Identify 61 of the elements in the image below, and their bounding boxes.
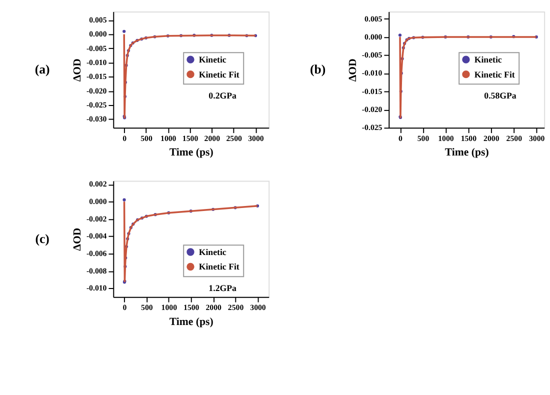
y-tick-label: -0.015 (362, 86, 382, 96)
y-tick-label: -0.002 (86, 214, 107, 224)
y-tick-label: -0.005 (362, 50, 382, 60)
y-tick-label: -0.030 (86, 114, 107, 124)
x-tick-label: 2000 (484, 134, 500, 143)
y-tick-label: -0.005 (86, 44, 107, 53)
text: (c) (35, 232, 50, 246)
y-tick-label: -0.020 (86, 86, 107, 96)
x-tick-label: 1000 (161, 303, 178, 312)
x-tick-label: 500 (140, 134, 152, 143)
x-tick-label: 1000 (160, 134, 176, 143)
annotation: 1.2GPa (208, 282, 238, 293)
x-tick-label: 2500 (226, 134, 242, 143)
annotation: 0.2GPa (208, 90, 238, 100)
y-tick-label: 0.005 (89, 16, 107, 25)
y-tick-label: 0.000 (364, 32, 382, 42)
x-tick-label: 0 (122, 134, 127, 143)
legend-label: Kinetic (198, 246, 226, 257)
y-tick-label: 0.000 (89, 30, 107, 39)
y-tick-label: -0.006 (86, 249, 107, 258)
y-tick-label: -0.025 (86, 100, 107, 110)
y-axis-title: ΔOD (72, 58, 84, 82)
y-tick-label: -0.008 (86, 266, 107, 276)
text: (b) (310, 62, 326, 77)
x-tick-label: 1500 (460, 134, 477, 143)
y-tick-label: 0.000 (89, 197, 107, 206)
x-tick-label: 500 (141, 303, 153, 312)
y-tick-label: -0.010 (362, 68, 382, 78)
x-tick-label: 3000 (248, 134, 264, 143)
annotation: 0.58GPa (484, 90, 517, 100)
y-tick-label: -0.025 (362, 123, 382, 132)
x-tick-label: 2500 (228, 303, 244, 312)
y-tick-label: -0.010 (86, 58, 107, 67)
x-tick-label: 1500 (184, 303, 200, 312)
legend-label: Kinetic (198, 54, 226, 65)
x-tick-label: 2500 (506, 134, 522, 143)
y-tick-label: -0.015 (86, 72, 107, 82)
legend-label: Kinetic Fit (198, 69, 240, 80)
x-tick-label: 0 (122, 303, 127, 312)
x-tick-label: 2000 (206, 303, 222, 312)
x-tick-label: 3000 (529, 134, 545, 143)
x-tick-label: 1500 (182, 134, 198, 143)
text: (a) (34, 62, 50, 77)
x-axis-title: Time (ps) (169, 316, 214, 328)
x-axis-title: Time (ps) (169, 146, 214, 159)
x-tick-label: 1000 (438, 134, 454, 143)
x-tick-label: 500 (417, 134, 430, 143)
legend-label: Kinetic (474, 54, 502, 65)
x-tick-label: 3000 (250, 303, 266, 312)
legend-label: Kinetic Fit (198, 262, 240, 272)
x-tick-label: 0 (398, 134, 403, 143)
y-axis-title: ΔOD (347, 58, 360, 82)
x-axis-title: Time (ps) (444, 146, 490, 159)
y-tick-label: 0.005 (364, 14, 382, 24)
y-tick-label: 0.002 (89, 180, 107, 189)
y-tick-label: -0.010 (86, 284, 107, 293)
legend-label: Kinetic Fit (474, 69, 515, 80)
x-tick-label: 2000 (204, 134, 220, 143)
y-axis-title: ΔOD (72, 228, 84, 251)
y-tick-label: -0.004 (86, 232, 107, 241)
y-tick-label: -0.020 (362, 104, 382, 114)
